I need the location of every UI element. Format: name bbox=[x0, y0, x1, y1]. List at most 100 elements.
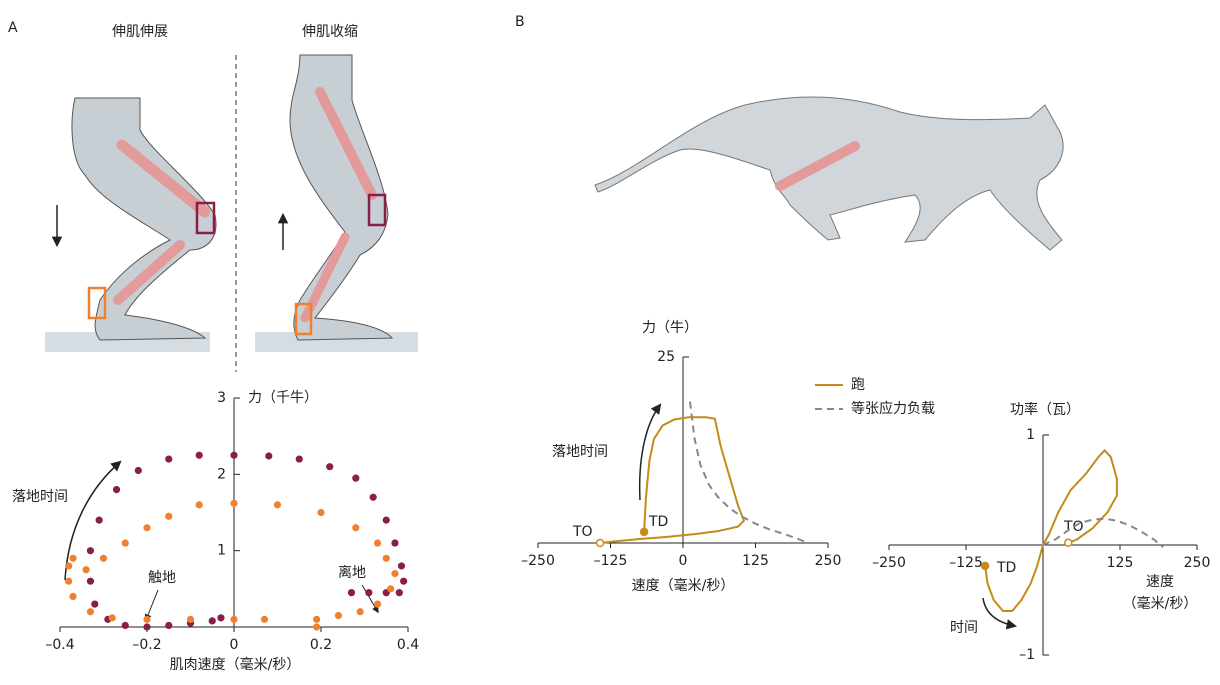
x-axis-label: 肌肉速度（毫米/秒） bbox=[170, 656, 301, 673]
x-axis-label: 速度（毫米/秒） bbox=[632, 577, 735, 594]
arrow bbox=[638, 403, 662, 501]
point bbox=[69, 554, 77, 562]
x-tick-label: 125 bbox=[1107, 555, 1134, 571]
point bbox=[373, 600, 382, 608]
point bbox=[195, 451, 203, 459]
point bbox=[347, 589, 356, 597]
endpoint bbox=[595, 538, 605, 548]
annotation: 触地 bbox=[148, 570, 176, 586]
point bbox=[186, 615, 195, 623]
x-tick-label: –125 bbox=[594, 553, 628, 569]
point bbox=[82, 566, 90, 574]
point bbox=[208, 617, 216, 625]
point bbox=[108, 614, 116, 622]
y-axis-label: 功率（瓦） bbox=[1010, 401, 1080, 418]
box bbox=[367, 193, 387, 227]
box bbox=[195, 201, 216, 235]
muscle bbox=[315, 87, 377, 200]
point bbox=[391, 539, 399, 547]
cat bbox=[594, 96, 1064, 251]
point bbox=[86, 608, 95, 616]
y-tick-label: 25 bbox=[657, 349, 675, 365]
point bbox=[365, 589, 373, 597]
y-tick-label: 3 bbox=[217, 390, 226, 406]
panel-label: B bbox=[515, 14, 525, 30]
x-tick-label: –0.2 bbox=[132, 637, 161, 653]
y-axis-label: 力（千牛） bbox=[248, 390, 318, 406]
point bbox=[295, 455, 303, 463]
point bbox=[112, 486, 121, 494]
arrow bbox=[144, 589, 159, 622]
line bbox=[984, 448, 1118, 612]
x-tick-label: 250 bbox=[1184, 555, 1211, 571]
point bbox=[326, 463, 334, 471]
x-tick-label: –250 bbox=[872, 555, 906, 571]
point bbox=[373, 539, 382, 547]
point bbox=[391, 569, 399, 578]
panel-label: A bbox=[8, 20, 18, 36]
point bbox=[65, 562, 73, 570]
y-tick-label: 1 bbox=[1026, 427, 1035, 443]
annotation: 落地时间 bbox=[12, 489, 68, 505]
muscle bbox=[775, 141, 860, 191]
point bbox=[95, 516, 103, 524]
leg-label: 伸肌收缩 bbox=[302, 24, 358, 40]
annotation: TO bbox=[572, 524, 593, 540]
point bbox=[165, 455, 173, 463]
leg bbox=[71, 97, 217, 341]
legend-label: 等张应力负载 bbox=[851, 400, 935, 417]
point bbox=[230, 451, 238, 459]
point bbox=[69, 592, 77, 601]
muscle bbox=[113, 240, 185, 305]
point bbox=[143, 615, 151, 623]
point bbox=[382, 516, 390, 524]
x-tick-label: 125 bbox=[742, 553, 769, 569]
point bbox=[369, 493, 377, 501]
arrow bbox=[982, 597, 1018, 630]
point bbox=[397, 562, 406, 570]
point bbox=[387, 585, 395, 593]
point bbox=[165, 512, 173, 520]
x-tick-label: –250 bbox=[521, 553, 555, 569]
point bbox=[217, 614, 225, 622]
point bbox=[260, 615, 269, 623]
point bbox=[143, 623, 151, 631]
leg-label: 伸肌伸展 bbox=[112, 24, 168, 40]
box bbox=[87, 286, 107, 320]
box bbox=[294, 302, 313, 336]
muscle bbox=[116, 139, 211, 218]
point bbox=[165, 621, 173, 630]
point bbox=[334, 611, 342, 620]
point bbox=[143, 524, 151, 532]
point bbox=[91, 600, 99, 608]
y-axis-label: 力（牛） bbox=[642, 320, 698, 336]
point bbox=[86, 547, 95, 555]
x-tick-label: –0.4 bbox=[45, 637, 74, 653]
x-tick-label: –125 bbox=[949, 555, 983, 571]
x-tick-label: 0 bbox=[230, 637, 239, 653]
line bbox=[1042, 517, 1164, 548]
endpoint bbox=[1064, 538, 1073, 548]
point bbox=[352, 524, 360, 532]
annotation: 离地 bbox=[338, 564, 366, 581]
point bbox=[121, 539, 129, 547]
point bbox=[230, 499, 238, 507]
arrow bbox=[361, 584, 379, 614]
x-axis-label: （毫米/秒） bbox=[1123, 595, 1198, 612]
point bbox=[134, 466, 142, 475]
point bbox=[382, 554, 390, 562]
point bbox=[195, 501, 203, 509]
legend-label: 跑 bbox=[851, 377, 865, 393]
annotation: 落地时间 bbox=[552, 444, 608, 460]
line bbox=[599, 416, 746, 544]
x-tick-label: 250 bbox=[815, 553, 842, 569]
point bbox=[313, 615, 321, 623]
annotation: TD bbox=[648, 514, 668, 530]
x-tick-label: 0.4 bbox=[397, 637, 419, 653]
arrow bbox=[64, 460, 122, 581]
line bbox=[688, 401, 809, 544]
y-tick-label: 1 bbox=[217, 543, 226, 559]
point bbox=[65, 577, 73, 585]
point bbox=[121, 621, 129, 630]
